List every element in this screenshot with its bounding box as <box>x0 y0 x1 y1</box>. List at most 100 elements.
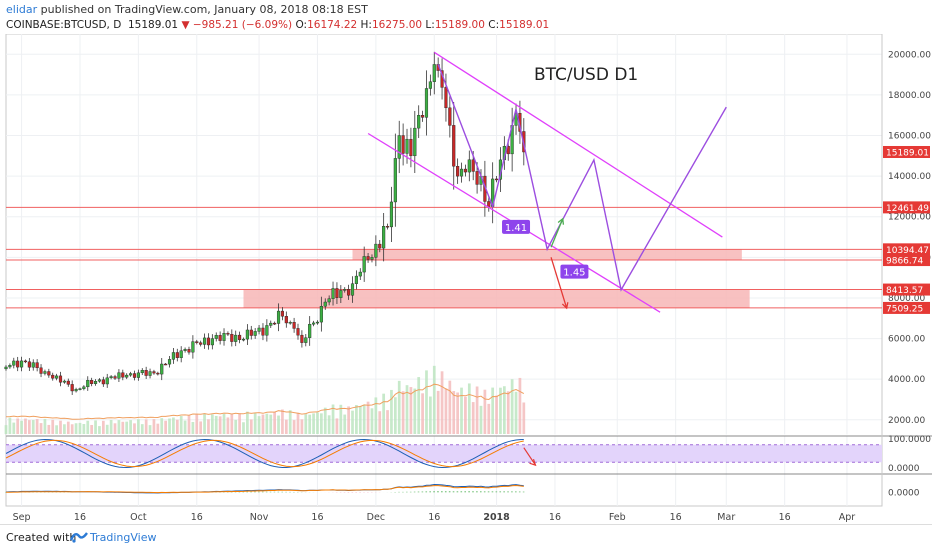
candle-body <box>234 335 237 341</box>
x-tick-label: Mar <box>717 512 735 523</box>
candle-body <box>425 88 428 117</box>
author-link[interactable]: elidar <box>6 3 37 16</box>
stoch-tick-label: 100.0000 <box>888 435 931 445</box>
macd-hist-bar <box>496 491 498 492</box>
symbol-label: COINBASE:BTCUSD, D <box>6 19 121 31</box>
candle-body <box>16 361 19 367</box>
volume-bar <box>160 418 163 434</box>
candle-body <box>363 256 366 272</box>
volume-bar <box>195 414 198 434</box>
volume-bar <box>382 394 385 434</box>
volume-bar <box>83 424 86 434</box>
volume-bar <box>343 415 346 434</box>
candle-body <box>172 352 175 359</box>
macd-hist-bar <box>457 491 459 492</box>
volume-bar <box>94 420 97 434</box>
candle-body <box>394 158 397 202</box>
candle-body <box>355 276 358 284</box>
volume-bar <box>67 422 70 434</box>
volume-bar <box>164 421 167 434</box>
volume-bar <box>5 425 8 434</box>
price-label: 12461.49 <box>886 204 929 214</box>
volume-bar <box>250 419 253 434</box>
volume-bar <box>20 421 23 434</box>
volume-bar <box>55 425 58 434</box>
x-tick-label: Apr <box>839 512 856 523</box>
volume-bar <box>227 417 230 434</box>
price-label: 9866.74 <box>886 257 923 267</box>
volume-bar <box>285 420 288 434</box>
candle-body <box>351 284 354 296</box>
candle-body <box>207 338 210 345</box>
volume-bar <box>36 419 39 434</box>
volume-bar <box>281 410 284 434</box>
candle-body <box>67 381 70 384</box>
candle-body <box>386 226 389 227</box>
x-tick-label: Feb <box>609 512 626 523</box>
candle-body <box>281 311 284 316</box>
candle-body <box>413 128 416 156</box>
volume-bar <box>507 391 510 434</box>
x-tick-label: 16 <box>74 512 86 523</box>
macd-hist-bar <box>480 491 482 492</box>
stoch-tick-label: 0.0000 <box>888 464 920 474</box>
x-tick-label: 16 <box>549 512 561 523</box>
candle-body <box>203 338 206 345</box>
volume-bar <box>114 423 117 434</box>
volume-bar <box>153 419 156 434</box>
macd-hist-bar <box>258 492 260 493</box>
candle-body <box>359 272 362 276</box>
candle-body <box>390 202 393 227</box>
volume-bar <box>47 425 50 434</box>
volume-bar <box>269 415 272 434</box>
volume-bar <box>44 419 47 434</box>
price-label: 8413.57 <box>886 286 923 296</box>
candle-body <box>164 364 167 365</box>
x-tick-label: Dec <box>367 512 385 523</box>
y-tick-label: 2000.00 <box>888 416 925 426</box>
candle-body <box>129 374 132 376</box>
volume-bar <box>394 397 397 434</box>
candle-body <box>9 365 12 367</box>
volume-bar <box>141 424 144 434</box>
volume-bar <box>32 420 35 434</box>
volume-bar <box>495 396 498 434</box>
macd-hist-bar <box>488 491 490 492</box>
tradingview-brand[interactable]: TradingView <box>90 531 156 544</box>
candle-body <box>79 389 82 390</box>
macd-hist-bar <box>429 491 431 492</box>
volume-bar <box>336 418 339 434</box>
volume-bar <box>172 418 175 434</box>
low-value: 15189.00 <box>435 19 485 31</box>
candle-body <box>145 370 148 375</box>
candle-body <box>83 387 86 389</box>
volume-bar <box>452 391 455 434</box>
volume-bar <box>51 420 54 434</box>
volume-bar <box>125 422 128 434</box>
macd-hist-bar <box>246 492 248 493</box>
fib-label: 1.41 <box>505 223 527 234</box>
volume-bar <box>320 413 323 434</box>
volume-bar <box>71 424 74 434</box>
candle-body <box>445 87 448 107</box>
price-label: 7509.25 <box>886 304 923 314</box>
chart-header: elidar published on TradingView.com, Jan… <box>0 0 932 34</box>
candle-body <box>277 311 280 323</box>
volume-bar <box>484 390 487 434</box>
volume-bar <box>110 420 113 434</box>
price-label: 15189.01 <box>886 148 929 158</box>
volume-bar <box>184 421 187 434</box>
tradingview-logo-icon <box>70 529 88 545</box>
macd-hist-bar <box>414 492 416 493</box>
volume-bar <box>316 412 319 434</box>
candle-body <box>448 108 451 126</box>
volume-bar <box>472 402 475 434</box>
candle-body <box>195 342 198 343</box>
macd-hist-bar <box>278 492 280 493</box>
volume-bar <box>188 416 191 434</box>
candle-body <box>28 362 31 368</box>
candle-body <box>254 331 257 335</box>
volume-bar <box>133 423 136 434</box>
y-tick-label: 18000.00 <box>888 91 931 101</box>
